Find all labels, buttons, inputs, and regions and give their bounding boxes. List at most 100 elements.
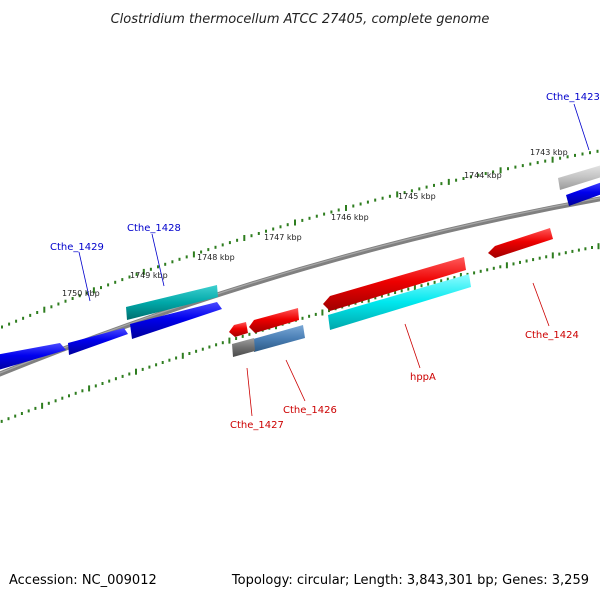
inner-ring-tick <box>321 309 324 316</box>
inner-ring-tick <box>141 367 144 371</box>
outer-ring-tick <box>315 214 318 218</box>
accession-text: Accession: NC_009012 <box>9 573 157 588</box>
inner-ring-tick <box>387 292 390 296</box>
outer-ring-tick <box>236 238 239 242</box>
feature-cthe-1427-gene <box>232 338 255 357</box>
inner-ring-tick <box>453 276 456 280</box>
outer-ring-tick <box>499 167 502 174</box>
inner-ring-tick <box>54 399 57 403</box>
outer-ring-tick <box>107 283 110 287</box>
outer-ring-tick <box>301 218 304 222</box>
inner-ring-tick <box>188 352 191 355</box>
inner-ring-tick <box>248 332 251 336</box>
inner-ring-tick <box>466 272 469 276</box>
scale-label-1750: 1750 kbp <box>62 289 100 298</box>
outer-ring-tick <box>207 248 210 252</box>
inner-ring-tick <box>7 417 10 421</box>
inner-ring-tick <box>440 279 443 283</box>
outer-ring-tick <box>477 173 480 177</box>
inner-ring-tick <box>47 401 50 405</box>
feature-cthe-1429-cds <box>68 328 128 355</box>
outer-ring-tick <box>418 187 421 191</box>
outer-ring-tick <box>50 305 53 309</box>
genome-backbone <box>0 196 600 377</box>
inner-ring-tick <box>114 377 117 381</box>
outer-ring-tick <box>455 178 458 182</box>
feature-cthe-1428-cds <box>130 302 222 339</box>
outer-ring-tick <box>514 165 517 169</box>
inner-ring-tick <box>148 365 151 369</box>
outer-ring-tick <box>85 291 88 295</box>
inner-ring-tick <box>492 266 495 270</box>
inner-ring-tick <box>101 382 104 385</box>
inner-ring-tick <box>208 345 211 349</box>
outer-ring-tick <box>157 265 159 269</box>
outer-ring-tick <box>581 152 584 156</box>
inner-ring-tick <box>512 262 515 266</box>
gene-label-cthe-1423: Cthe_1423 <box>546 92 600 103</box>
outer-ring-tick <box>272 227 275 231</box>
outer-ring-tick <box>403 191 406 195</box>
outer-ring-tick <box>257 232 260 235</box>
feature-cthe-1430-cds <box>0 343 66 370</box>
outer-ring-tick <box>15 319 18 323</box>
genome-backbone-highlight <box>0 197 600 374</box>
outer-ring-tick <box>521 164 524 168</box>
inner-ring-tick <box>413 284 416 291</box>
inner-ring-tick <box>551 252 554 259</box>
feature-cthe-1428-misc <box>126 285 218 320</box>
inner-ring-tick <box>34 406 37 410</box>
inner-ring-tick <box>564 251 567 255</box>
outer-ring-tick <box>265 229 267 233</box>
outer-ring-tick <box>492 170 495 174</box>
inner-ring-tick <box>20 412 23 415</box>
outer-ring-tick <box>574 153 576 157</box>
outer-ring-tick <box>447 178 450 185</box>
inner-ring-tick <box>161 361 164 364</box>
gene-label-cthe-1424: Cthe_1424 <box>525 330 579 341</box>
inner-ring-tick <box>74 391 77 395</box>
inner-ring-tick <box>181 352 184 359</box>
outer-ring-tick <box>330 210 333 214</box>
inner-ring-tick <box>235 337 238 340</box>
outer-ring-tick <box>149 267 152 271</box>
inner-ring-tick <box>81 389 84 393</box>
outer-ring-tick <box>366 200 369 204</box>
inner-ring-tick <box>41 402 44 409</box>
forward-strand-features <box>0 165 600 370</box>
outer-ring-tick <box>589 151 591 155</box>
scale-label-1746: 1746 kbp <box>331 213 369 222</box>
outer-ring-tick <box>1 325 3 329</box>
outer-ring-tick <box>64 299 67 303</box>
map-title: Clostridium thermocellum ATCC 27405, com… <box>111 12 490 27</box>
outer-ring-tick <box>337 208 340 212</box>
inner-ring-tick <box>479 269 482 273</box>
outer-ring-tick <box>121 278 124 282</box>
outer-ring-tick <box>529 162 532 166</box>
outer-ring-tick <box>345 205 347 211</box>
outer-ring-tick <box>596 149 599 153</box>
outer-ring-tick <box>100 286 102 290</box>
inner-ring-tick <box>241 334 244 338</box>
inner-ring-tick <box>195 349 198 353</box>
outer-ring-tick <box>352 204 355 208</box>
outer-ring-tick <box>536 161 539 165</box>
outer-ring-tick <box>425 185 428 189</box>
outer-ring-tick <box>164 262 167 266</box>
inner-ring-tick <box>571 249 574 253</box>
outer-ring-tick <box>22 316 25 320</box>
outer-ring-tick <box>484 172 487 175</box>
inner-ring-tick <box>486 268 489 272</box>
inner-ring-tick <box>108 379 111 383</box>
scale-label-1744: 1744 kbp <box>464 171 502 180</box>
outer-ring-tick <box>128 275 131 279</box>
inner-ring-tick <box>584 247 587 251</box>
inner-ring-tick <box>558 252 561 256</box>
callout-line-cthe-1426 <box>285 359 306 402</box>
inner-ring-tick <box>427 282 430 286</box>
outer-ring-tick <box>78 294 81 298</box>
outer-ring-tick <box>135 272 138 276</box>
callout-line-cthe-1423 <box>573 103 590 151</box>
inner-ring-tick <box>155 363 158 367</box>
